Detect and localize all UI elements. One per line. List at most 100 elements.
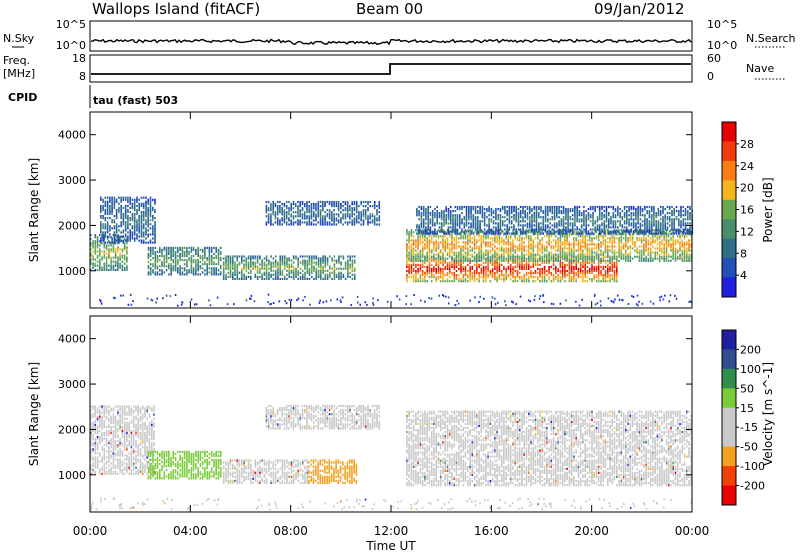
data-cell — [104, 235, 107, 238]
data-cell — [290, 263, 293, 266]
data-cell — [458, 253, 460, 256]
data-cell — [217, 248, 220, 251]
data-cell — [121, 240, 124, 243]
data-cell — [113, 237, 116, 240]
data-cell — [663, 239, 665, 242]
data-cell — [419, 241, 422, 244]
data-cell — [602, 278, 605, 281]
data-cell — [149, 206, 152, 209]
data-cell — [217, 252, 220, 256]
data-cell — [267, 217, 270, 220]
data-cell — [672, 257, 674, 260]
data-cell — [219, 252, 222, 256]
data-cell — [597, 229, 600, 232]
data-cell — [120, 231, 122, 234]
data-cell — [665, 243, 668, 246]
data-cell — [451, 241, 453, 244]
data-cell — [236, 269, 239, 272]
data-cell — [555, 265, 557, 268]
data-cell — [595, 280, 598, 283]
data-cell — [524, 214, 526, 217]
data-cell — [510, 205, 513, 209]
data-cell — [351, 263, 354, 266]
data-cell — [559, 259, 562, 262]
data-cell — [170, 263, 172, 266]
data-cell — [464, 271, 467, 275]
data-cell — [469, 253, 471, 256]
data-cell — [299, 275, 302, 278]
data-cell — [476, 271, 478, 275]
data-cell — [550, 259, 553, 262]
data-cell — [417, 237, 419, 240]
data-cell — [127, 219, 129, 222]
data-cell — [197, 265, 199, 268]
data-cell — [429, 205, 432, 209]
data-cell — [497, 216, 499, 219]
data-cell — [589, 216, 592, 219]
data-cell — [344, 267, 347, 270]
data-cell — [469, 276, 471, 279]
data-cell — [122, 217, 125, 220]
data-cell — [351, 259, 354, 262]
data-cell — [613, 237, 616, 240]
data-cell — [503, 249, 505, 252]
data-cell — [355, 205, 358, 208]
data-cell — [147, 252, 150, 256]
data-cell — [115, 208, 118, 212]
data-cell — [474, 228, 477, 231]
data-cell — [467, 237, 469, 240]
data-cell — [149, 248, 152, 251]
data-cell — [92, 266, 94, 269]
data-cell — [579, 233, 582, 236]
data-cell — [131, 231, 134, 234]
data-cell — [344, 215, 347, 218]
data-cell — [351, 209, 353, 212]
data-cell — [127, 200, 129, 203]
data-cell — [640, 237, 643, 240]
data-cell — [308, 261, 311, 264]
data-cell — [295, 257, 297, 260]
data-cell — [322, 259, 324, 262]
data-cell — [567, 226, 569, 229]
data-cell — [117, 262, 119, 265]
data-cell — [283, 261, 286, 264]
data-cell — [241, 261, 243, 264]
data-cell — [142, 225, 145, 228]
data-cell — [436, 216, 438, 219]
data-cell — [118, 229, 120, 232]
data-cell — [177, 246, 179, 249]
data-cell — [665, 259, 668, 262]
data-cell — [485, 261, 487, 264]
data-cell — [335, 203, 338, 206]
data-cell — [604, 235, 607, 238]
data-cell — [629, 247, 632, 250]
data-cell — [541, 249, 544, 252]
data-cell — [478, 278, 480, 281]
data-cell — [145, 196, 147, 199]
data-cell — [508, 232, 511, 235]
data-cell — [154, 217, 156, 220]
data-cell — [353, 203, 356, 206]
data-cell — [519, 230, 522, 233]
data-cell — [573, 259, 575, 262]
data-cell — [443, 218, 445, 221]
data-cell — [299, 219, 301, 222]
data-cell — [417, 235, 419, 238]
data-cell — [508, 228, 511, 231]
data-cell — [417, 263, 419, 266]
data-cell — [320, 269, 322, 272]
data-cell — [444, 249, 446, 252]
data-cell — [261, 265, 263, 268]
data-cell — [567, 222, 569, 225]
data-cell — [549, 226, 551, 229]
data-cell — [265, 263, 268, 266]
data-cell — [656, 257, 659, 260]
data-cell — [340, 275, 342, 278]
data-cell — [110, 242, 112, 245]
data-cell — [474, 216, 477, 219]
data-cell — [446, 261, 449, 264]
data-cell — [322, 269, 324, 272]
data-cell — [170, 248, 172, 251]
data-cell — [462, 235, 465, 238]
data-cell — [613, 253, 616, 256]
